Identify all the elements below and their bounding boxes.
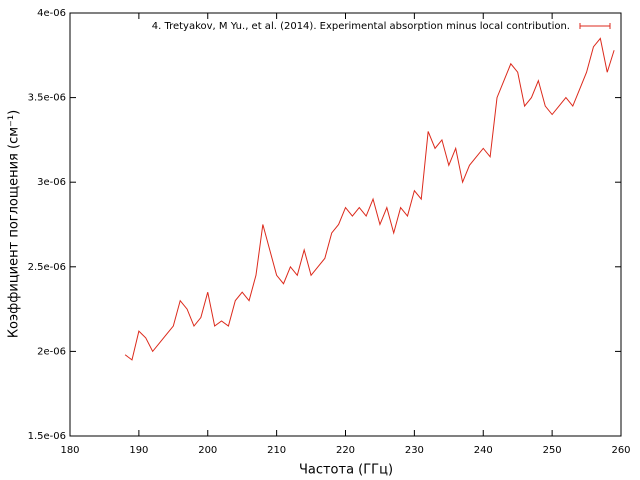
x-tick-label: 190 xyxy=(129,445,148,456)
x-tick-label: 230 xyxy=(405,445,424,456)
y-tick-label: 3e-06 xyxy=(37,177,66,188)
y-axis-label: Коэффициент поглощения (см⁻¹) xyxy=(7,110,22,338)
y-tick-label: 1.5e-06 xyxy=(28,431,66,442)
x-tick-label: 180 xyxy=(60,445,79,456)
y-tick-label: 2e-06 xyxy=(37,346,66,357)
data-line xyxy=(124,37,615,361)
x-tick-label: 240 xyxy=(474,445,493,456)
x-tick-label: 220 xyxy=(336,445,355,456)
plot-frame xyxy=(69,12,622,437)
x-tick-label: 260 xyxy=(611,445,630,456)
y-tick-label: 4e-06 xyxy=(37,8,66,19)
x-axis-label: Частота (ГГц) xyxy=(299,463,393,478)
legend-label: 4. Tretyakov, M Yu., et al. (2014). Expe… xyxy=(152,21,570,32)
x-tick-label: 210 xyxy=(267,445,286,456)
y-tick-label: 3.5e-06 xyxy=(28,93,66,104)
y-tick-label: 2.5e-06 xyxy=(28,262,66,273)
x-tick-label: 250 xyxy=(543,445,562,456)
x-tick-label: 200 xyxy=(198,445,217,456)
